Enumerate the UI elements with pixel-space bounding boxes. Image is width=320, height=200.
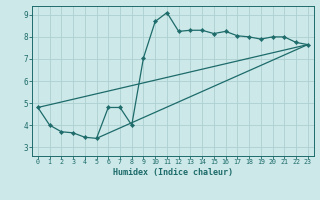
X-axis label: Humidex (Indice chaleur): Humidex (Indice chaleur) bbox=[113, 168, 233, 177]
